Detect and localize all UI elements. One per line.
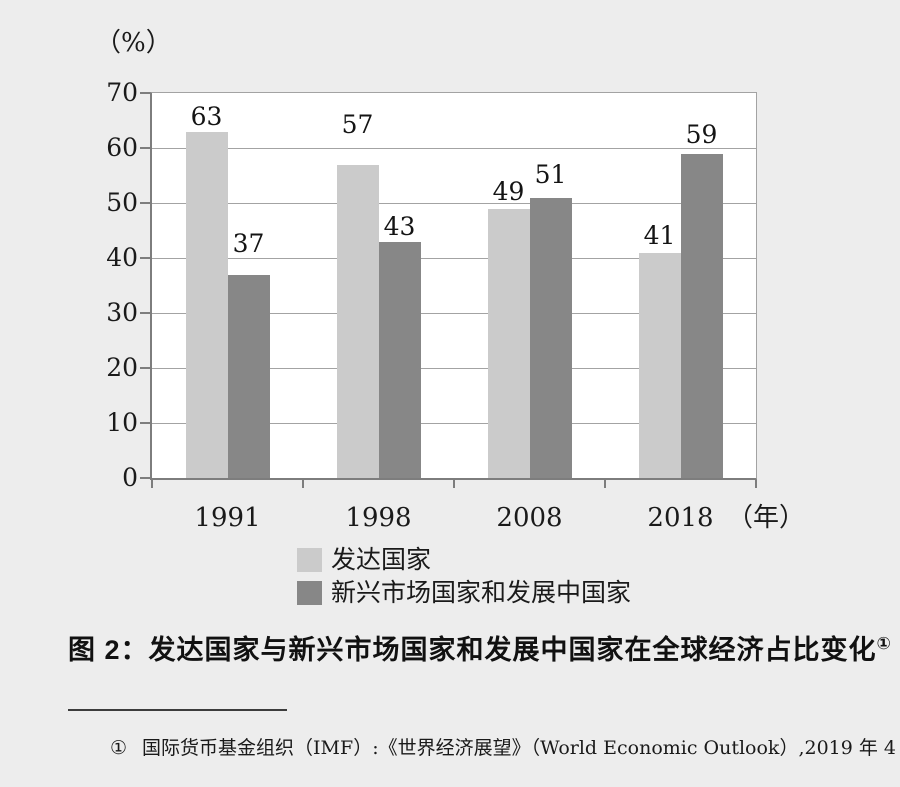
- gridline: [152, 423, 756, 424]
- bar-2018-series2: [680, 153, 723, 478]
- bar-1991-series2: [227, 274, 270, 478]
- bar-value-label: 63: [190, 101, 223, 131]
- footnote-marker: ①: [110, 737, 128, 759]
- x-axis-category-label: 2018: [647, 503, 714, 533]
- gridline: [152, 148, 756, 149]
- y-axis-tick-mark: [140, 312, 150, 314]
- plot-area: 63 37 57 43 49 51 41 59: [150, 92, 757, 480]
- gridline: [152, 258, 756, 259]
- gridline: [152, 313, 756, 314]
- x-axis-tick-mark: [453, 480, 455, 488]
- legend-label: 新兴市场国家和发展中国家: [331, 578, 632, 607]
- y-axis-tick-mark: [140, 422, 150, 424]
- x-axis-tick-mark: [755, 480, 757, 488]
- bar-value-label: 49: [492, 176, 525, 206]
- x-axis-tick-mark: [302, 480, 304, 488]
- bar-value-label: 59: [685, 119, 718, 149]
- bar-value-label: 57: [341, 109, 374, 139]
- x-axis-tick-mark: [151, 480, 153, 488]
- y-axis-tick-label: 50: [106, 188, 138, 217]
- y-axis-tick-label: 0: [122, 463, 138, 492]
- y-axis-tick-label: 60: [106, 133, 138, 162]
- y-axis-tick-label: 40: [106, 243, 138, 272]
- gridline: [152, 368, 756, 369]
- x-axis-category-label: 1991: [194, 503, 261, 533]
- legend-label: 发达国家: [331, 545, 432, 574]
- legend-swatch: [297, 581, 322, 605]
- y-axis-tick-mark: [140, 367, 150, 369]
- bar-value-label: 51: [534, 159, 567, 189]
- y-axis-tick-mark: [140, 147, 150, 149]
- legend: 发达国家新兴市场国家和发展中国家: [297, 546, 631, 612]
- x-axis-category-label: 1998: [345, 503, 412, 533]
- legend-item: 新兴市场国家和发展中国家: [297, 579, 631, 607]
- footnote: ① 国际货币基金组织（IMF）:《世界经济展望》（World Economic O…: [110, 736, 900, 760]
- bar-value-label: 41: [643, 220, 676, 250]
- caption-footnote-marker: ①: [876, 634, 892, 653]
- y-axis-unit-label: （%）: [95, 28, 172, 58]
- bar-1998-series2: [378, 241, 421, 478]
- footnote-text: 国际货币基金组织（IMF）:《世界经济展望》（World Economic Ou…: [142, 737, 900, 759]
- y-axis-tick-label: 30: [106, 298, 138, 327]
- bar-1998-series1: [336, 164, 379, 478]
- footnote-divider: [68, 709, 287, 711]
- y-axis-tick-mark: [140, 257, 150, 259]
- y-axis-tick-mark: [140, 92, 150, 94]
- bar-2008-series2: [529, 197, 572, 478]
- x-axis-tick-mark: [604, 480, 606, 488]
- gridline: [152, 203, 756, 204]
- bar-value-label: 37: [232, 228, 265, 258]
- y-axis-tick-mark: [140, 202, 150, 204]
- bar-value-label: 43: [383, 211, 416, 241]
- bar-2008-series1: [487, 208, 530, 478]
- bar-1991-series1: [185, 131, 228, 478]
- legend-swatch: [297, 548, 322, 572]
- y-axis-tick-mark: [140, 477, 150, 479]
- legend-item: 发达国家: [297, 546, 631, 574]
- figure-caption: 图 2：发达国家与新兴市场国家和发展中国家在全球经济占比变化①: [68, 634, 892, 666]
- x-axis-unit-label: （年）: [727, 503, 806, 533]
- bar-2018-series1: [638, 252, 681, 478]
- figure-caption-text: 图 2：发达国家与新兴市场国家和发展中国家在全球经济占比变化: [68, 635, 877, 665]
- y-axis-tick-label: 20: [106, 353, 138, 382]
- y-axis-tick-label: 10: [106, 408, 138, 437]
- x-axis-category-label: 2008: [496, 503, 563, 533]
- y-axis-tick-label: 70: [106, 78, 138, 107]
